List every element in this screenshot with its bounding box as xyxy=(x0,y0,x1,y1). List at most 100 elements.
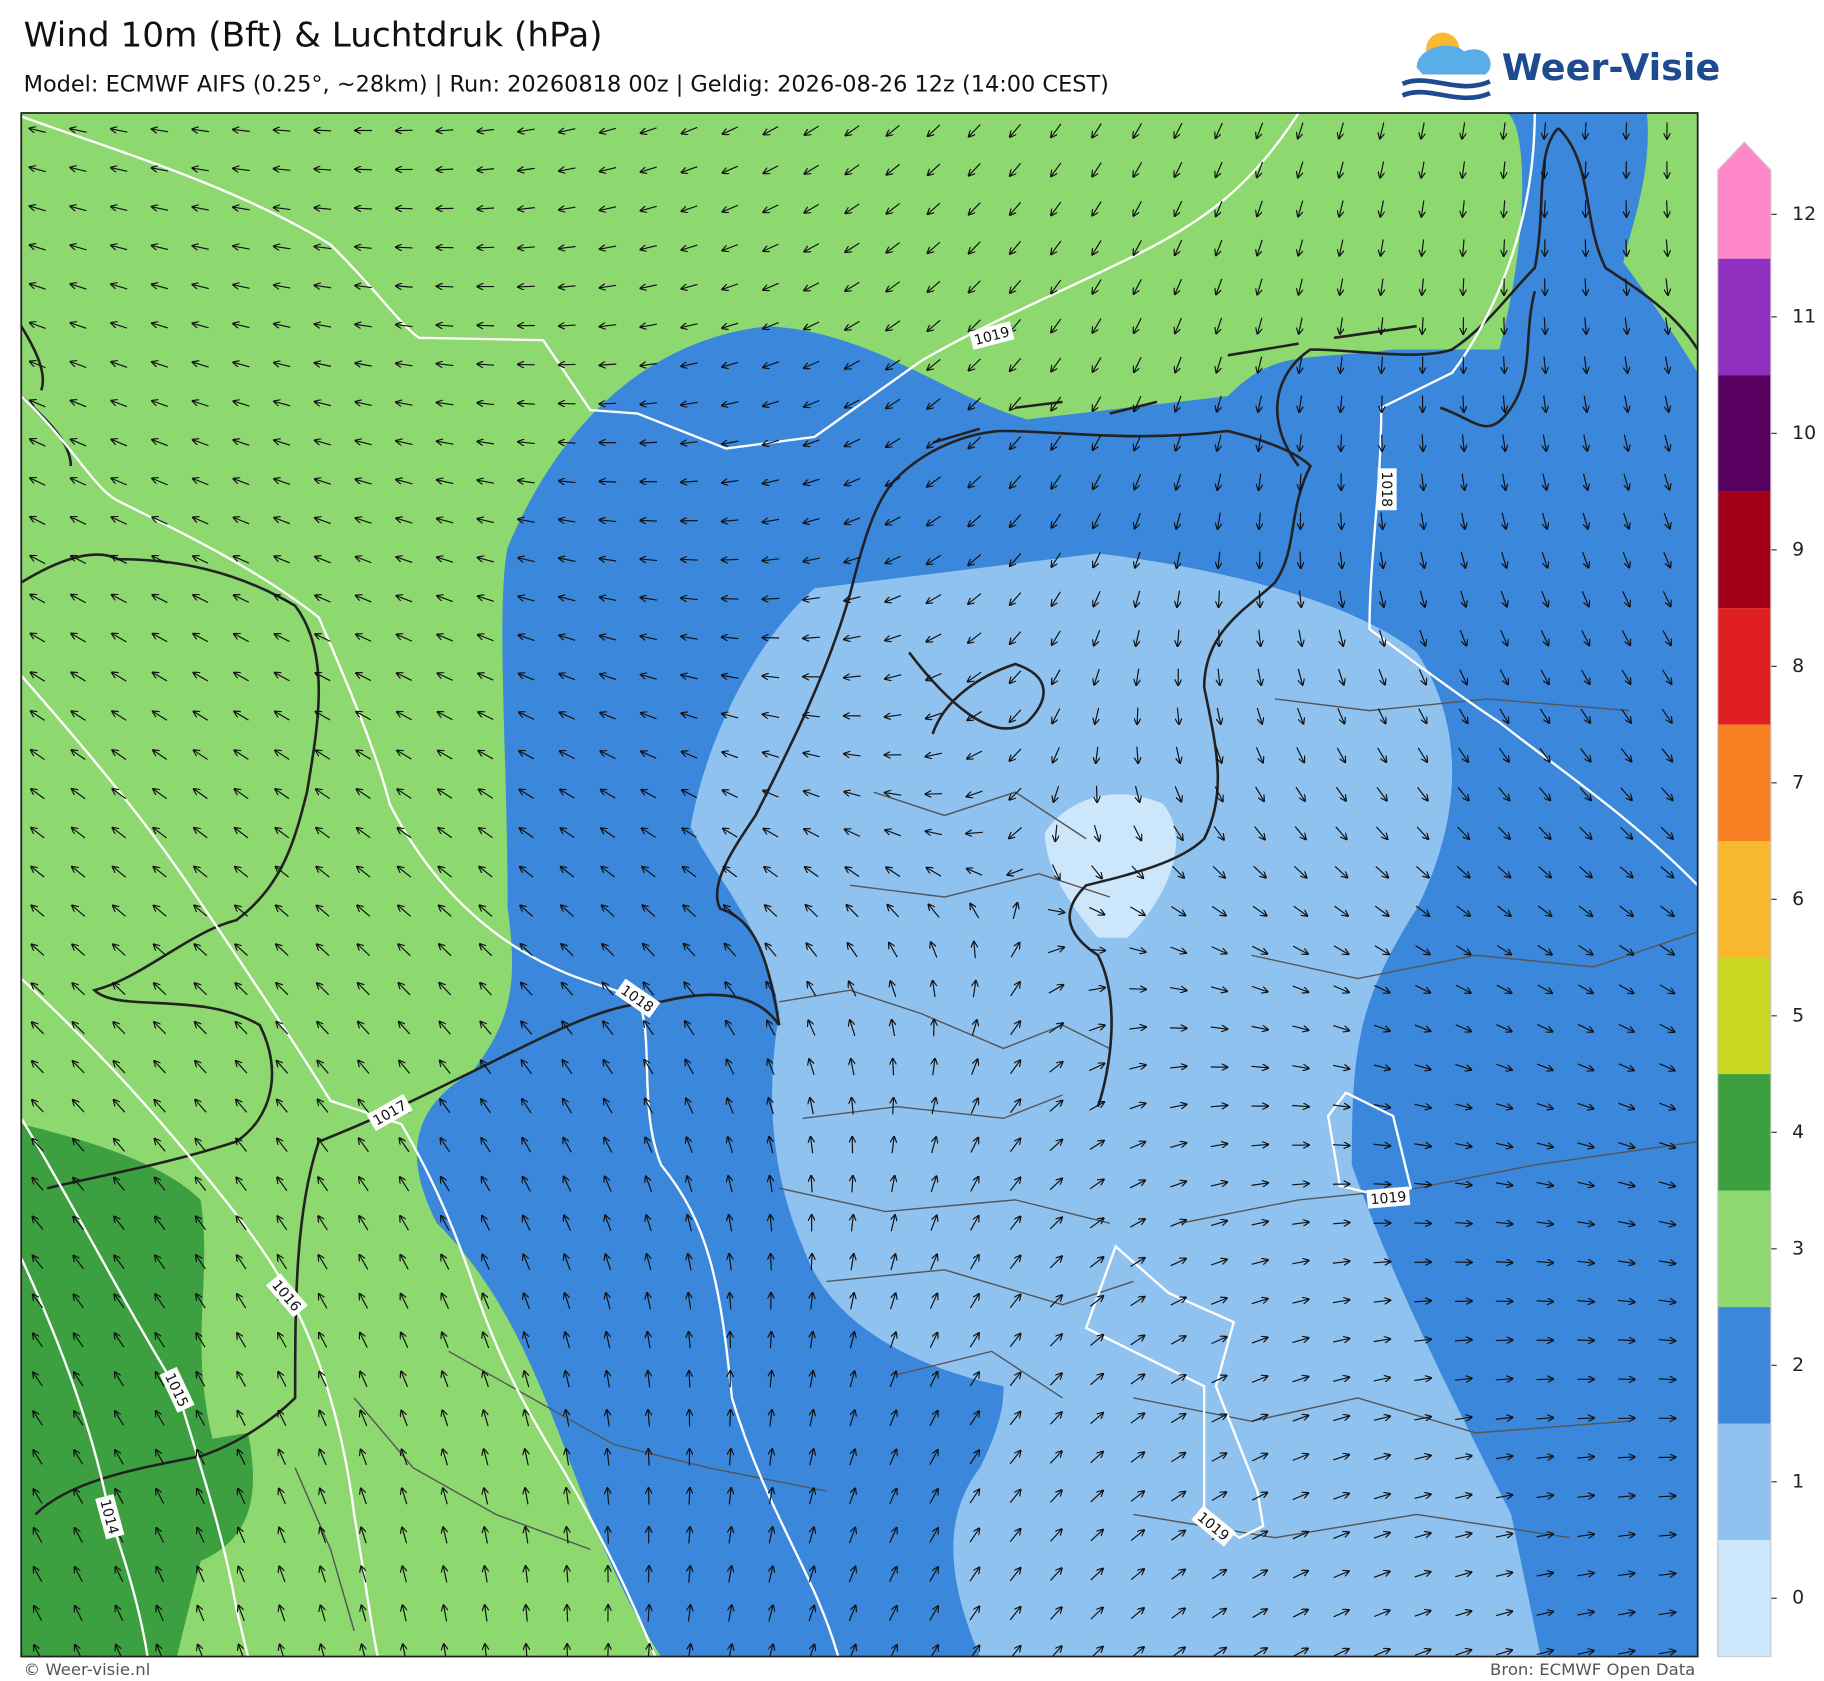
colorbar-tick-label: 1 xyxy=(1792,1471,1804,1492)
wind-arrow xyxy=(844,792,861,797)
wind-arrow xyxy=(1459,629,1466,645)
wind-arrow xyxy=(71,595,87,604)
wind-arrow xyxy=(804,321,820,329)
wind-arrow xyxy=(1170,906,1185,916)
wind-arrow xyxy=(1376,786,1387,800)
wind-arrow xyxy=(1340,551,1342,568)
wind-arrow xyxy=(233,207,250,210)
wind-arrow xyxy=(478,635,494,642)
wind-arrow xyxy=(1216,278,1223,294)
wind-arrow xyxy=(1625,317,1627,333)
wind-arrow xyxy=(559,129,576,133)
wind-arrow xyxy=(845,556,861,562)
wind-arrow xyxy=(478,441,495,443)
wind-arrow xyxy=(1335,826,1347,839)
wind-arrow xyxy=(1580,747,1591,761)
wind-arrow xyxy=(764,829,779,838)
wind-arrow xyxy=(111,207,128,211)
wind-arrow xyxy=(1054,785,1060,802)
wind-arrow xyxy=(398,867,412,878)
wind-arrow xyxy=(478,558,494,563)
wind-arrow xyxy=(730,1410,731,1427)
wind-arrow xyxy=(1214,786,1222,802)
wind-arrow xyxy=(315,402,332,406)
wind-arrow xyxy=(1256,707,1262,724)
wind-arrow xyxy=(1578,866,1591,878)
wind-arrow xyxy=(966,832,983,833)
wind-arrow xyxy=(152,129,169,132)
wind-arrow xyxy=(845,281,860,291)
wind-arrow xyxy=(1299,317,1302,334)
wind-arrow xyxy=(30,206,46,212)
wind-arrow xyxy=(1051,396,1062,410)
wind-arrow xyxy=(846,203,860,213)
wind-arrow xyxy=(1498,787,1509,801)
wind-arrow xyxy=(1536,1301,1554,1302)
wind-arrow xyxy=(1623,473,1628,490)
wind-arrow xyxy=(681,363,698,366)
logo: Weer-Visie xyxy=(1401,32,1720,101)
wind-arrow xyxy=(1176,473,1182,490)
wind-arrow xyxy=(233,130,250,132)
wind-arrow xyxy=(1459,669,1467,684)
wind-arrow xyxy=(193,595,209,603)
wind-arrow xyxy=(681,442,698,444)
wind-arrow xyxy=(641,636,657,640)
wind-arrow xyxy=(559,520,576,522)
wind-arrow xyxy=(1500,590,1507,606)
wind-arrow xyxy=(193,634,209,643)
wind-arrow xyxy=(193,362,209,368)
wind-arrow xyxy=(1175,395,1182,411)
wind-arrow xyxy=(316,828,330,839)
wind-arrow xyxy=(722,752,739,759)
wind-arrow xyxy=(763,361,779,368)
wind-arrow xyxy=(234,479,250,486)
wind-arrow xyxy=(30,478,46,486)
wind-arrow xyxy=(642,790,657,799)
wind-arrow xyxy=(1665,434,1669,451)
wind-arrow xyxy=(315,324,332,327)
wind-arrow xyxy=(1375,866,1388,877)
wind-arrow xyxy=(928,163,941,175)
wind-arrow xyxy=(1577,1418,1594,1419)
wind-arrow xyxy=(1052,630,1061,645)
wind-arrow xyxy=(1175,356,1182,372)
wind-arrow xyxy=(152,207,169,211)
wind-arrow xyxy=(1010,240,1022,254)
wind-arrow xyxy=(1010,436,1022,448)
wind-arrow xyxy=(968,711,982,720)
wind-arrow xyxy=(1417,747,1427,762)
wind-arrow xyxy=(194,712,209,721)
wind-arrow xyxy=(357,751,371,760)
wind-arrow xyxy=(885,595,901,602)
wind-arrow xyxy=(926,672,942,681)
wind-arrow xyxy=(234,440,250,446)
wind-arrow xyxy=(315,169,332,170)
wind-arrow xyxy=(1094,629,1101,645)
wind-arrow xyxy=(520,828,534,839)
wind-arrow xyxy=(315,130,332,131)
wind-arrow xyxy=(518,519,535,522)
wind-arrow xyxy=(1663,512,1670,528)
wind-arrow xyxy=(845,242,860,252)
wind-arrow xyxy=(1661,748,1672,761)
wind-arrow xyxy=(600,285,617,287)
wind-arrow xyxy=(356,596,372,603)
wind-arrow xyxy=(927,515,941,525)
wind-arrow xyxy=(193,401,209,407)
wind-arrow xyxy=(967,790,983,796)
wind-arrow xyxy=(518,168,535,170)
wind-arrow xyxy=(478,129,495,131)
wind-arrow xyxy=(1458,747,1468,762)
wind-arrow xyxy=(1092,162,1102,177)
wind-arrow xyxy=(1584,434,1587,451)
wind-arrow xyxy=(804,399,820,407)
wind-arrow xyxy=(682,244,698,250)
wind-arrow xyxy=(396,402,413,405)
wind-arrow xyxy=(1135,512,1141,528)
colorbar-tick-label: 12 xyxy=(1792,204,1816,225)
wind-arrow xyxy=(438,712,453,721)
wind-arrow xyxy=(1293,905,1307,916)
wind-arrow xyxy=(1300,434,1302,451)
